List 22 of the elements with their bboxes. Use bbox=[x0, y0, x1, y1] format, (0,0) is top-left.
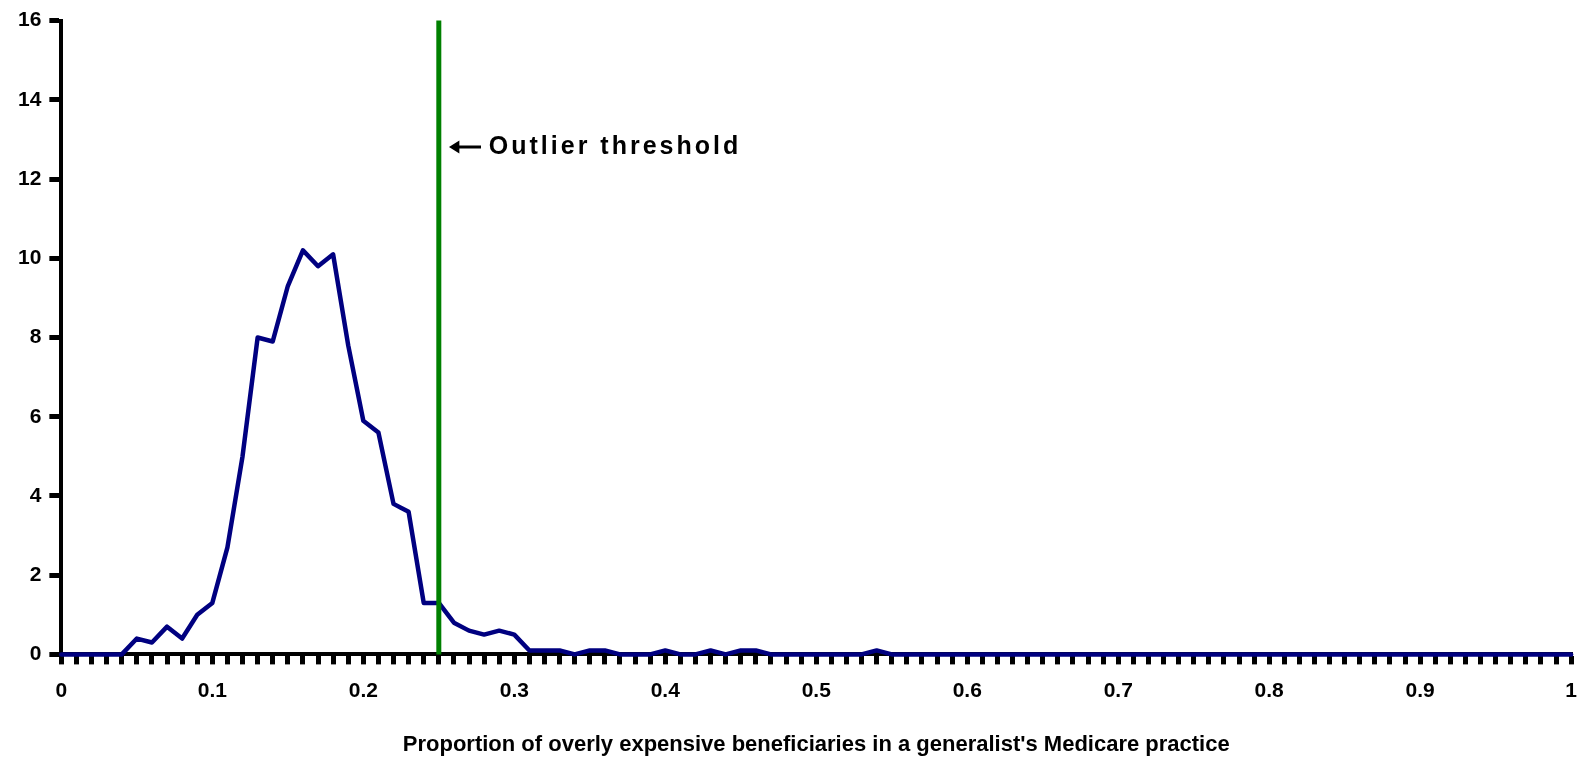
y-tick-label: 10 bbox=[18, 245, 42, 269]
y-tick-label: 8 bbox=[29, 324, 42, 348]
y-tick-label: 12 bbox=[18, 165, 42, 189]
x-tick-label: 0.7 bbox=[1103, 677, 1133, 701]
x-tick-label: 0.9 bbox=[1405, 677, 1435, 701]
y-tick-label: 4 bbox=[29, 482, 42, 506]
x-tick-label: 0.2 bbox=[348, 677, 378, 701]
x-tick-label: 0.3 bbox=[499, 677, 529, 701]
x-tick-label: 0.1 bbox=[197, 677, 228, 701]
y-tick-label: 16 bbox=[18, 7, 42, 31]
ref-line-label: Outlier threshold bbox=[488, 131, 742, 160]
x-tick-label: 0 bbox=[55, 677, 68, 701]
y-tick-label: 6 bbox=[29, 403, 42, 427]
x-axis-title: Proportion of overly expensive beneficiaries in a generalist's Medicare practice bbox=[402, 730, 1230, 756]
y-tick-label: 0 bbox=[29, 641, 42, 665]
x-tick-label: 1 bbox=[1565, 677, 1578, 701]
y-tick-label: 2 bbox=[29, 561, 42, 585]
x-tick-label: 0.4 bbox=[650, 677, 681, 701]
y-tick-label: 14 bbox=[18, 86, 42, 110]
x-tick-label: 0.5 bbox=[801, 677, 832, 701]
x-tick-label: 0.8 bbox=[1254, 677, 1285, 701]
x-tick-label: 0.6 bbox=[952, 677, 982, 701]
